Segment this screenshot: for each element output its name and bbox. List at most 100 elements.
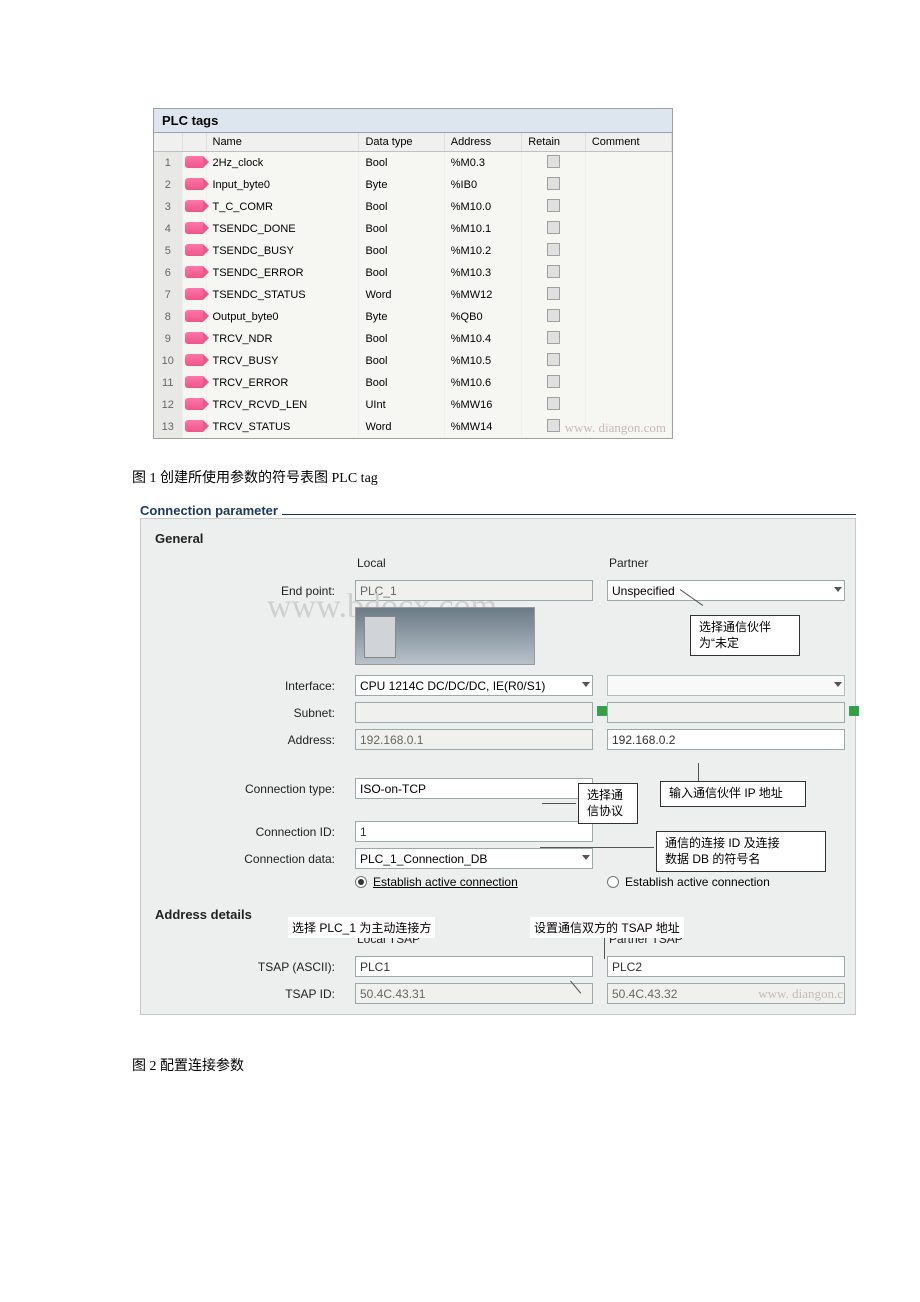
tag-address[interactable]: %M10.2 — [444, 240, 521, 262]
table-row[interactable]: 9TRCV_NDRBool%M10.4 — [154, 328, 672, 350]
tsap-id-local-field[interactable] — [355, 983, 593, 1004]
tag-retain[interactable] — [522, 262, 586, 284]
tag-comment[interactable] — [585, 328, 671, 350]
table-row[interactable]: 6TSENDC_ERRORBool%M10.3 — [154, 262, 672, 284]
tag-name[interactable]: TSENDC_ERROR — [206, 262, 359, 284]
tag-datatype[interactable]: Bool — [359, 350, 444, 372]
table-row[interactable]: 3T_C_COMRBool%M10.0 — [154, 196, 672, 218]
endpoint-partner-select[interactable]: Unspecified — [607, 580, 845, 601]
tag-address[interactable]: %M10.3 — [444, 262, 521, 284]
subnet-local-field[interactable] — [355, 702, 593, 723]
connid-field[interactable] — [355, 821, 593, 842]
checkbox-icon[interactable] — [547, 287, 560, 300]
tag-address[interactable]: %MW12 — [444, 284, 521, 306]
tag-datatype[interactable]: Bool — [359, 240, 444, 262]
tag-name[interactable]: 2Hz_clock — [206, 152, 359, 175]
tag-retain[interactable] — [522, 394, 586, 416]
checkbox-icon[interactable] — [547, 265, 560, 278]
tsap-ascii-partner-field[interactable] — [607, 956, 845, 977]
tsap-id-partner-field[interactable] — [607, 983, 845, 1004]
table-row[interactable]: 10TRCV_BUSYBool%M10.5 — [154, 350, 672, 372]
tag-datatype[interactable]: Word — [359, 416, 444, 438]
tag-comment[interactable] — [585, 394, 671, 416]
checkbox-icon[interactable] — [547, 397, 560, 410]
tag-datatype[interactable]: Bool — [359, 152, 444, 175]
tag-comment[interactable] — [585, 152, 671, 175]
conndata-select[interactable]: PLC_1_Connection_DB — [355, 848, 593, 869]
subnet-partner-field[interactable] — [607, 702, 845, 723]
tag-name[interactable]: TSENDC_DONE — [206, 218, 359, 240]
tag-datatype[interactable]: UInt — [359, 394, 444, 416]
checkbox-icon[interactable] — [547, 309, 560, 322]
tag-name[interactable]: TSENDC_STATUS — [206, 284, 359, 306]
address-partner-field[interactable] — [607, 729, 845, 750]
tag-datatype[interactable]: Bool — [359, 196, 444, 218]
tag-address[interactable]: %M10.1 — [444, 218, 521, 240]
tag-comment[interactable] — [585, 218, 671, 240]
tag-name[interactable]: TRCV_BUSY — [206, 350, 359, 372]
tag-name[interactable]: TRCV_ERROR — [206, 372, 359, 394]
tag-name[interactable]: Output_byte0 — [206, 306, 359, 328]
table-row[interactable]: 7TSENDC_STATUSWord%MW12 — [154, 284, 672, 306]
tag-datatype[interactable]: Word — [359, 284, 444, 306]
establish-partner-radio[interactable]: Establish active connection — [607, 875, 845, 889]
tag-address[interactable]: %M10.0 — [444, 196, 521, 218]
table-row[interactable]: 4TSENDC_DONEBool%M10.1 — [154, 218, 672, 240]
table-row[interactable]: 12Hz_clockBool%M0.3 — [154, 152, 672, 175]
table-row[interactable]: 11TRCV_ERRORBool%M10.6 — [154, 372, 672, 394]
tsap-ascii-local-field[interactable] — [355, 956, 593, 977]
tag-retain[interactable] — [522, 218, 586, 240]
tag-datatype[interactable]: Bool — [359, 262, 444, 284]
tag-name[interactable]: Input_byte0 — [206, 174, 359, 196]
checkbox-icon[interactable] — [547, 375, 560, 388]
establish-local-radio[interactable]: Establish active connection — [355, 875, 593, 889]
tag-comment[interactable] — [585, 416, 671, 438]
tag-address[interactable]: %M10.5 — [444, 350, 521, 372]
tag-retain[interactable] — [522, 328, 586, 350]
tag-retain[interactable] — [522, 416, 586, 438]
tag-datatype[interactable]: Bool — [359, 218, 444, 240]
tag-comment[interactable] — [585, 196, 671, 218]
tag-address[interactable]: %MW14 — [444, 416, 521, 438]
tag-address[interactable]: %M10.4 — [444, 328, 521, 350]
tag-comment[interactable] — [585, 306, 671, 328]
tag-datatype[interactable]: Byte — [359, 174, 444, 196]
table-row[interactable]: 8Output_byte0Byte%QB0 — [154, 306, 672, 328]
tag-retain[interactable] — [522, 306, 586, 328]
tag-retain[interactable] — [522, 174, 586, 196]
endpoint-local-field[interactable] — [355, 580, 593, 601]
table-row[interactable]: 12TRCV_RCVD_LENUInt%MW16 — [154, 394, 672, 416]
tag-datatype[interactable]: Byte — [359, 306, 444, 328]
checkbox-icon[interactable] — [547, 243, 560, 256]
table-row[interactable]: 13TRCV_STATUSWord%MW14 — [154, 416, 672, 438]
tag-comment[interactable] — [585, 284, 671, 306]
tag-name[interactable]: TRCV_NDR — [206, 328, 359, 350]
checkbox-icon[interactable] — [547, 331, 560, 344]
tag-comment[interactable] — [585, 262, 671, 284]
tag-address[interactable]: %QB0 — [444, 306, 521, 328]
tag-datatype[interactable]: Bool — [359, 372, 444, 394]
tag-retain[interactable] — [522, 372, 586, 394]
tag-name[interactable]: TRCV_STATUS — [206, 416, 359, 438]
tag-name[interactable]: TRCV_RCVD_LEN — [206, 394, 359, 416]
checkbox-icon[interactable] — [547, 353, 560, 366]
tag-name[interactable]: TSENDC_BUSY — [206, 240, 359, 262]
tag-retain[interactable] — [522, 350, 586, 372]
tag-address[interactable]: %M0.3 — [444, 152, 521, 175]
conntype-select[interactable]: ISO-on-TCP — [355, 778, 593, 799]
tag-datatype[interactable]: Bool — [359, 328, 444, 350]
tag-retain[interactable] — [522, 284, 586, 306]
checkbox-icon[interactable] — [547, 177, 560, 190]
tag-address[interactable]: %M10.6 — [444, 372, 521, 394]
checkbox-icon[interactable] — [547, 419, 560, 432]
tag-retain[interactable] — [522, 240, 586, 262]
address-local-field[interactable] — [355, 729, 593, 750]
tag-retain[interactable] — [522, 152, 586, 175]
tag-comment[interactable] — [585, 372, 671, 394]
tag-retain[interactable] — [522, 196, 586, 218]
tag-comment[interactable] — [585, 350, 671, 372]
tag-comment[interactable] — [585, 240, 671, 262]
tag-name[interactable]: T_C_COMR — [206, 196, 359, 218]
tag-address[interactable]: %MW16 — [444, 394, 521, 416]
table-row[interactable]: 2Input_byte0Byte%IB0 — [154, 174, 672, 196]
